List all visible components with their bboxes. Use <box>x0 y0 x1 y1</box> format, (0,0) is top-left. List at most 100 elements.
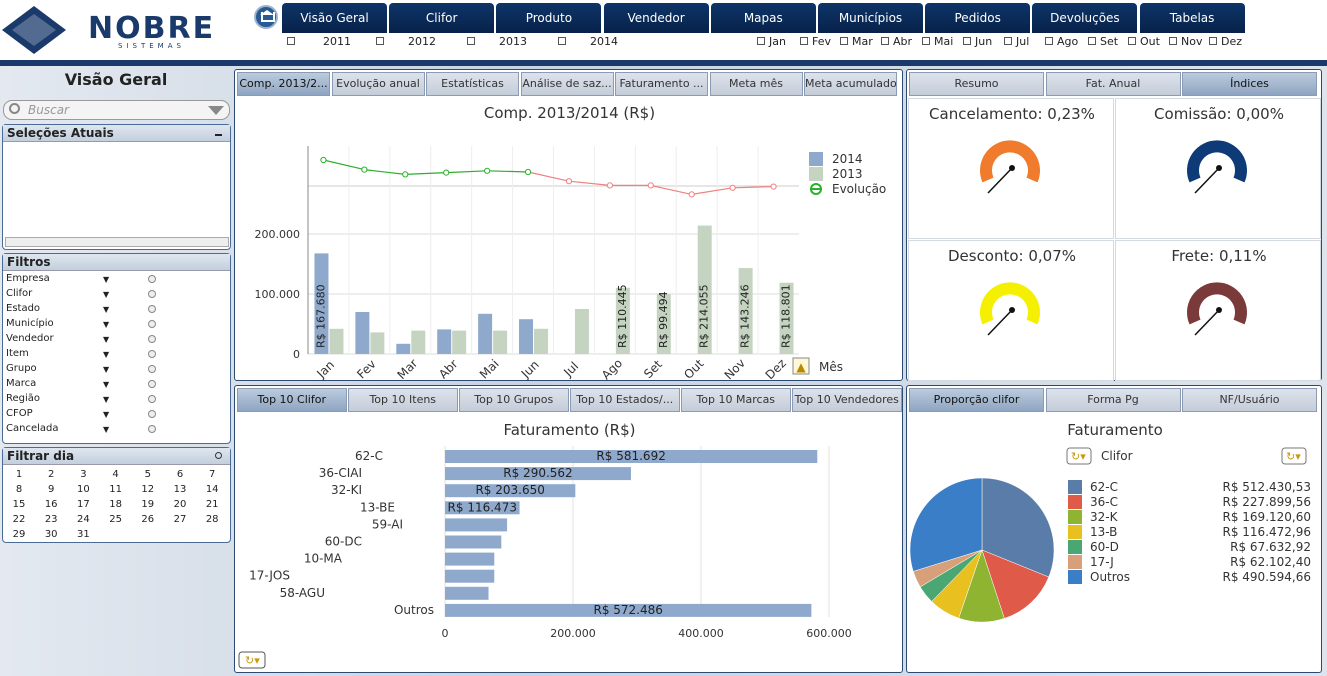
evolution-point[interactable] <box>402 171 409 178</box>
filter-radio[interactable] <box>148 290 156 298</box>
hbar[interactable] <box>445 484 576 498</box>
bar-2014[interactable] <box>396 343 411 354</box>
nav-tab-1[interactable]: Clifor <box>389 3 495 33</box>
hbar[interactable] <box>445 552 495 566</box>
tab-5[interactable]: Meta mês <box>709 72 803 96</box>
bar-2013[interactable] <box>493 330 508 354</box>
nav-tab-5[interactable]: Municípios <box>818 3 923 33</box>
cycle-icon[interactable] <box>1066 447 1092 465</box>
filter-radio[interactable] <box>148 380 156 388</box>
checkbox-icon[interactable] <box>963 37 971 45</box>
sort-icon[interactable] <box>792 357 810 375</box>
dropdown-icon[interactable]: ▼ <box>103 305 110 314</box>
checkbox-icon[interactable] <box>800 37 808 45</box>
day-19[interactable]: 19 <box>141 499 155 510</box>
day-21[interactable]: 21 <box>205 499 219 510</box>
hbar[interactable] <box>445 603 812 617</box>
cycle-icon[interactable] <box>238 651 266 669</box>
filter-radio[interactable] <box>148 395 156 403</box>
day-13[interactable]: 13 <box>173 484 187 495</box>
filter-9[interactable]: CFOP <box>6 408 33 419</box>
home-icon[interactable] <box>254 5 278 29</box>
filter-radio[interactable] <box>148 275 156 283</box>
nav-tab-6[interactable]: Pedidos <box>925 3 1031 33</box>
filter-radio[interactable] <box>148 335 156 343</box>
filter-radio[interactable] <box>148 350 156 358</box>
dropdown-icon[interactable]: ▼ <box>103 350 110 359</box>
month-checkbox-Mar[interactable]: Mar <box>840 35 873 48</box>
bar-2013[interactable] <box>534 328 549 354</box>
day-22[interactable]: 22 <box>12 514 26 525</box>
dropdown-icon[interactable]: ▼ <box>103 395 110 404</box>
hbar[interactable] <box>445 535 502 549</box>
filter-3[interactable]: Município <box>6 318 54 329</box>
tab-0[interactable]: Comp. 2013/2... <box>237 72 330 96</box>
evolution-point[interactable] <box>443 169 450 176</box>
day-25[interactable]: 25 <box>109 514 122 525</box>
filter-1[interactable]: Clifor <box>6 288 33 299</box>
bar-2013[interactable] <box>738 268 753 354</box>
day-20[interactable]: 20 <box>173 499 187 510</box>
year-checkbox-2012[interactable]: 2012 <box>376 35 436 48</box>
day-29[interactable]: 29 <box>12 529 26 540</box>
nav-tab-7[interactable]: Devoluções <box>1032 3 1138 33</box>
bar-2013[interactable] <box>656 294 671 354</box>
tab-1[interactable]: Fat. Anual <box>1045 72 1181 96</box>
hbar[interactable] <box>445 586 489 600</box>
day-5[interactable]: 5 <box>144 469 151 480</box>
filter-radio[interactable] <box>148 320 156 328</box>
filter-radio[interactable] <box>148 425 156 433</box>
checkbox-icon[interactable] <box>1004 37 1012 45</box>
checkbox-icon[interactable] <box>840 37 848 45</box>
filter-radio[interactable] <box>148 410 156 418</box>
tab-4[interactable]: Faturamento ... <box>615 72 708 96</box>
pie-slice[interactable] <box>909 477 983 572</box>
day-26[interactable]: 26 <box>141 514 155 525</box>
filter-6[interactable]: Grupo <box>6 363 37 374</box>
month-checkbox-Set[interactable]: Set <box>1088 35 1118 48</box>
filter-radio[interactable] <box>148 305 156 313</box>
evolution-point[interactable] <box>647 182 654 189</box>
checkbox-icon[interactable] <box>1209 37 1217 45</box>
filter-4[interactable]: Vendedor <box>6 333 54 344</box>
checkbox-icon[interactable] <box>1169 37 1177 45</box>
dropdown-icon[interactable]: ▼ <box>103 410 110 419</box>
arrow-up-icon[interactable]: ▲ <box>796 360 806 374</box>
tab-5[interactable]: Top 10 Vendedores <box>792 388 902 412</box>
hbar[interactable] <box>445 501 520 515</box>
tab-2[interactable]: Índices <box>1182 72 1317 96</box>
dropdown-icon[interactable]: ▼ <box>103 380 110 389</box>
hbar[interactable] <box>445 467 631 481</box>
checkbox-icon[interactable] <box>376 37 384 45</box>
nav-tab-4[interactable]: Mapas <box>710 3 816 33</box>
day-28[interactable]: 28 <box>205 514 219 525</box>
hbar[interactable] <box>445 569 495 583</box>
bar-2013[interactable] <box>779 282 794 354</box>
bar-2013[interactable] <box>370 332 385 354</box>
evolution-point[interactable] <box>565 178 573 185</box>
day-6[interactable]: 6 <box>176 469 184 480</box>
nav-tab-0[interactable]: Visão Geral <box>282 3 387 33</box>
bar-2014[interactable] <box>355 312 370 354</box>
dropdown-icon[interactable]: ▼ <box>103 290 110 299</box>
month-checkbox-Out[interactable]: Out <box>1128 35 1160 48</box>
tab-0[interactable]: Resumo <box>909 72 1044 96</box>
tab-2[interactable]: Estatísticas <box>426 72 519 96</box>
filter-7[interactable]: Marca <box>6 378 37 389</box>
tab-1[interactable]: Forma Pg <box>1045 388 1181 412</box>
tab-4[interactable]: Top 10 Marcas <box>681 388 791 412</box>
search-icon[interactable] <box>215 452 222 459</box>
tab-2[interactable]: NF/Usuário <box>1182 388 1317 412</box>
evolution-point[interactable] <box>361 166 368 173</box>
filter-0[interactable]: Empresa <box>6 273 50 284</box>
month-checkbox-Nov[interactable]: Nov <box>1169 35 1202 48</box>
day-10[interactable]: 10 <box>77 484 90 495</box>
month-checkbox-Mai[interactable]: Mai <box>922 35 953 48</box>
filter-2[interactable]: Estado <box>6 303 41 314</box>
checkbox-icon[interactable] <box>1045 37 1053 45</box>
month-checkbox-Jul[interactable]: Jul <box>1004 35 1029 48</box>
bar-2013[interactable] <box>329 328 344 354</box>
checkbox-icon[interactable] <box>558 37 566 45</box>
bar-2013[interactable] <box>452 330 467 354</box>
evolution-point[interactable] <box>729 184 736 191</box>
